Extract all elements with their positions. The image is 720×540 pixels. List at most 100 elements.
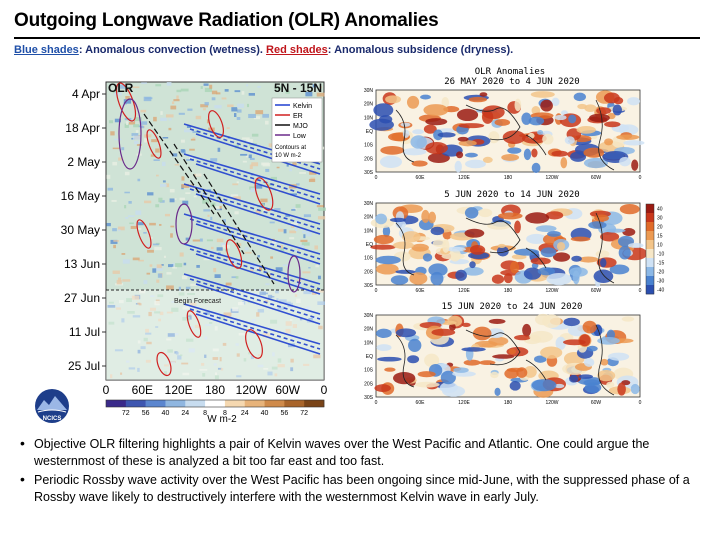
map-lon-tick: 60E (416, 400, 426, 406)
map-lat-tick: 10S (364, 256, 374, 262)
subtitle-red-label: Red shades (266, 44, 328, 56)
hov-cbar-tick: 72 (122, 410, 130, 417)
maps-colorbar: 40 30 20 15 10 -10 -15 -20 -30 -40 (645, 203, 664, 295)
date-label: 4 Apr (72, 87, 100, 101)
date-label: 30 May (61, 223, 100, 237)
map-lat-tick: 30S (364, 395, 374, 401)
map-period-2: 5 JUN 2020 to 14 JUN 2020 (444, 190, 579, 200)
map-lon-tick: 60W (591, 175, 602, 181)
subtitle-blue-label: Blue shades (14, 44, 79, 56)
date-label: 11 Jul (69, 325, 100, 339)
map-lon-tick: 120E (458, 400, 470, 406)
anomaly-shading (106, 82, 326, 380)
map-lon-tick: 0 (639, 288, 642, 294)
date-label: 25 Jul (68, 359, 100, 373)
date-label: 13 Jun (64, 257, 100, 271)
map-lat-tick: 10S (364, 143, 374, 149)
title-divider (14, 37, 700, 39)
legend-mjo: MJO (293, 123, 308, 130)
date-label: 16 May (61, 189, 100, 203)
map-lon-tick: 0 (639, 400, 642, 406)
map-lon-tick: 0 (375, 288, 378, 294)
date-axis: 4 Apr 18 Apr 2 May 16 May 30 May 13 Jun 27 Jun… (61, 87, 106, 373)
legend-er: ER (293, 113, 303, 120)
hov-cbar-tick: 40 (261, 410, 269, 417)
hov-units: W m-2 (207, 414, 237, 424)
map-cbar-tick: 15 (657, 234, 663, 240)
map-lon-tick: 180 (504, 288, 513, 294)
lon-tick-label: 60W (275, 383, 300, 397)
ncics-logo: NCICS (35, 389, 69, 423)
map-cbar-tick: -10 (657, 252, 664, 258)
lon-tick-label: 120E (165, 383, 193, 397)
hov-cbar-tick: 24 (181, 410, 189, 417)
map-lat-tick: 10N (364, 228, 374, 234)
map-lat-tick: 20S (364, 156, 374, 162)
hov-cbar-tick: 56 (142, 410, 150, 417)
subtitle: Blue shades: Anomalous convection (wetne… (14, 44, 513, 56)
map-lon-tick: 120W (545, 175, 558, 181)
map-lat-tick: 20N (364, 215, 374, 221)
map-cbar-tick: -30 (657, 279, 664, 285)
map-lon-tick: 180 (504, 175, 513, 181)
map-lon-tick: 120W (545, 288, 558, 294)
map-lat-tick: 30N (364, 201, 374, 207)
logo-text: NCICS (43, 416, 62, 422)
map-lon-tick: 60W (591, 288, 602, 294)
map-lon-tick: 120E (458, 175, 470, 181)
map-lon-tick: 120E (458, 288, 470, 294)
legend-kelvin: Kelvin (293, 103, 312, 110)
map-lat-tick: EQ (366, 129, 373, 135)
legend-low: Low (293, 133, 307, 140)
map-lat-tick: 10S (364, 368, 374, 374)
map-lon-tick: 0 (375, 175, 378, 181)
map-cbar-tick: 20 (657, 225, 663, 231)
map-lon-tick: 120W (545, 400, 558, 406)
map-period-1: 26 MAY 2020 to 4 JUN 2020 (444, 77, 579, 87)
map-cbar-tick: -40 (657, 288, 664, 294)
map-cbar-tick: -15 (657, 261, 664, 267)
map-lat-tick: 10N (364, 115, 374, 121)
map-period-3: 15 JUN 2020 to 24 JUN 2020 (442, 302, 583, 312)
bullet-list: Objective OLR filtering highlights a pai… (20, 435, 710, 508)
hov-cbar-tick: 56 (280, 410, 288, 417)
contour-note-1: Contours at (275, 145, 306, 151)
hov-cbar-tick: 40 (162, 410, 170, 417)
map-lat-tick: 30N (364, 313, 374, 319)
map-lat-tick: 20S (364, 269, 374, 275)
map-lon-tick: 180 (504, 400, 513, 406)
lon-tick-label: 120W (236, 383, 268, 397)
forecast-label: Begin Forecast (174, 298, 221, 305)
hov-label-left: OLR (108, 81, 134, 95)
map-lon-tick: 0 (639, 175, 642, 181)
map-lon-tick: 60W (591, 400, 602, 406)
map-lat-tick: 20S (364, 381, 374, 387)
map-lat-tick: 30N (364, 88, 374, 94)
longitude-axis: 0 60E 120E 180 120W 60W 0 (103, 383, 328, 397)
map-lon-tick: 60E (416, 288, 426, 294)
map-lat-tick: EQ (366, 354, 373, 360)
contour-note-2: 10 W m-2 (275, 153, 302, 159)
lon-tick-label: 0 (321, 383, 328, 397)
olr-anomaly-maps: OLR Anomalies 26 MAY 2020 to 4 JUN 2020 … (340, 64, 680, 414)
bullet-item-2: Periodic Rossby wave activity over the W… (20, 471, 710, 506)
bullet-item-1: Objective OLR filtering highlights a pai… (20, 435, 710, 470)
map-lon-tick: 0 (375, 400, 378, 406)
subtitle-red-text: : Anomalous subsidence (dryness). (327, 44, 514, 56)
date-label: 27 Jun (64, 291, 100, 305)
map-lat-tick: 30S (364, 283, 374, 289)
hov-cbar-tick: 72 (300, 410, 308, 417)
olr-hovmoller-figure: OLR 5N - 15N Kelvin ER MJO Low Contours … (34, 74, 344, 424)
date-label: 2 May (67, 155, 100, 169)
hov-cbar-tick: 8 (223, 410, 227, 417)
map-cbar-tick: -20 (657, 270, 664, 276)
map-cbar-tick: 30 (657, 216, 663, 222)
lon-tick-label: 0 (103, 383, 110, 397)
map-lon-tick: 60E (416, 175, 426, 181)
map-lat-tick: 20N (364, 102, 374, 108)
hov-cbar-tick: 24 (241, 410, 249, 417)
map-lat-tick: EQ (366, 242, 373, 248)
